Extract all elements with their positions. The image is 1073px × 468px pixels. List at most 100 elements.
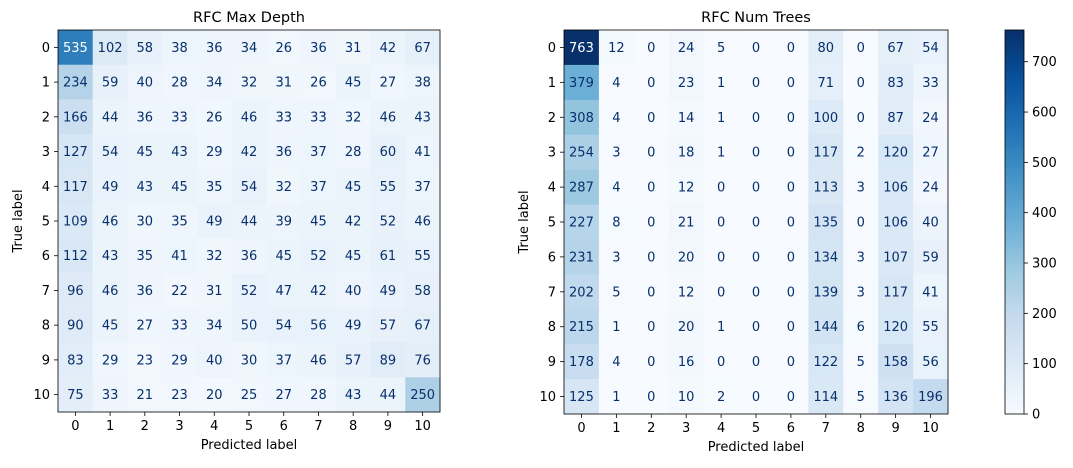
cell-value-label: 52 (241, 284, 258, 299)
x-tick-label: 1 (612, 421, 620, 436)
cell-value-label: 37 (414, 180, 431, 195)
cell-value-label: 231 (569, 250, 594, 265)
heatmap-cell (598, 379, 635, 415)
heatmap-cell (913, 169, 949, 206)
cell-value-label: 158 (883, 355, 908, 370)
heatmap-cell (162, 203, 198, 239)
cell-value-label: 18 (678, 146, 695, 161)
cell-value-label: 96 (67, 284, 84, 299)
heatmap-cell (878, 99, 914, 136)
heatmap-cell (370, 99, 406, 135)
heatmap-cell (92, 203, 128, 239)
heatmap-cell (843, 134, 879, 171)
cell-value-label: 54 (275, 319, 292, 334)
cell-value-label: 46 (102, 284, 119, 299)
cell-value-label: 25 (241, 388, 258, 403)
heatmap-cell (127, 342, 163, 378)
heatmap-cell (405, 273, 441, 309)
heatmap-cell (598, 239, 635, 275)
heatmap-cell (633, 379, 670, 415)
heatmap-cell (370, 30, 406, 66)
heatmap-cell (335, 30, 372, 66)
cell-value-label: 14 (678, 111, 695, 126)
cell-value-label: 122 (813, 355, 838, 370)
heatmap-cell (738, 204, 774, 240)
heatmap-cell (127, 238, 163, 274)
heatmap-cell (878, 344, 914, 380)
heatmap-cell (266, 238, 302, 274)
cell-value-label: 0 (752, 216, 760, 231)
cell-value-label: 0 (787, 285, 795, 300)
heatmap-cell (633, 309, 670, 345)
y-tick-label: 5 (548, 216, 556, 231)
cell-value-label: 45 (310, 215, 327, 230)
heatmap-cell (301, 134, 337, 170)
heatmap-cell (738, 30, 774, 66)
heatmap-cell (808, 309, 844, 345)
cell-value-label: 0 (752, 76, 760, 91)
heatmap-cell (843, 344, 879, 380)
x-tick-label: 2 (647, 421, 655, 436)
heatmap-cell (196, 377, 233, 413)
heatmap-cell (633, 239, 670, 275)
x-tick-label: 0 (577, 421, 585, 436)
y-tick-label: 8 (548, 320, 556, 335)
cell-value-label: 109 (63, 215, 88, 230)
cell-value-label: 41 (171, 249, 188, 264)
cell-value-label: 114 (813, 390, 838, 405)
cell-value-label: 12 (678, 285, 695, 300)
heatmap-cell (773, 169, 809, 206)
heatmap-cell (808, 239, 844, 275)
cell-value-label: 2 (717, 390, 725, 405)
heatmap-cell (370, 64, 406, 100)
cell-value-label: 0 (752, 320, 760, 335)
cell-value-label: 27 (275, 388, 292, 403)
heatmap-cell (878, 64, 914, 101)
cell-value-label: 20 (678, 320, 695, 335)
cell-value-label: 0 (647, 111, 655, 126)
x-tick-label: 10 (414, 419, 431, 434)
cell-value-label: 42 (310, 284, 327, 299)
heatmap-cell (58, 342, 94, 378)
cell-value-label: 38 (171, 41, 188, 56)
cell-value-label: 30 (241, 353, 258, 368)
cell-value-label: 215 (569, 320, 594, 335)
heatmap-cell (92, 377, 128, 413)
heatmap-cell (808, 134, 844, 171)
x-tick-label: 8 (857, 421, 865, 436)
cell-value-label: 87 (887, 111, 904, 126)
cell-value-label: 32 (345, 110, 362, 125)
heatmap-cell (405, 238, 441, 274)
heatmap-cell (58, 64, 94, 100)
heatmap-cell (668, 379, 705, 415)
heatmap-cell (127, 377, 163, 413)
x-tick-label: 4 (210, 419, 218, 434)
x-axis-label: Predicted label (201, 438, 298, 453)
cell-value-label: 26 (206, 110, 223, 125)
cell-value-label: 76 (414, 353, 431, 368)
cell-value-label: 0 (717, 181, 725, 196)
heatmap-cell (231, 134, 267, 170)
cell-value-label: 83 (67, 353, 84, 368)
heatmap-cell (773, 30, 809, 66)
x-tick-label: 4 (717, 421, 725, 436)
cell-value-label: 4 (612, 355, 620, 370)
heatmap-cell (162, 307, 198, 344)
cell-value-label: 120 (883, 146, 908, 161)
heatmap-cell (633, 204, 670, 240)
cell-value-label: 46 (310, 353, 327, 368)
cell-value-label: 5 (857, 390, 865, 405)
heatmap-cell (58, 377, 94, 413)
cell-value-label: 4 (612, 111, 620, 126)
cell-value-label: 1 (717, 320, 725, 335)
cell-value-label: 0 (717, 285, 725, 300)
heatmap-cell (196, 342, 233, 378)
heatmap-cell (668, 239, 705, 275)
heatmap-cell (162, 377, 198, 413)
cell-value-label: 45 (275, 249, 292, 264)
y-tick-label: 10 (539, 390, 556, 405)
cell-value-label: 234 (63, 76, 88, 91)
heatmap-cell (335, 238, 372, 274)
